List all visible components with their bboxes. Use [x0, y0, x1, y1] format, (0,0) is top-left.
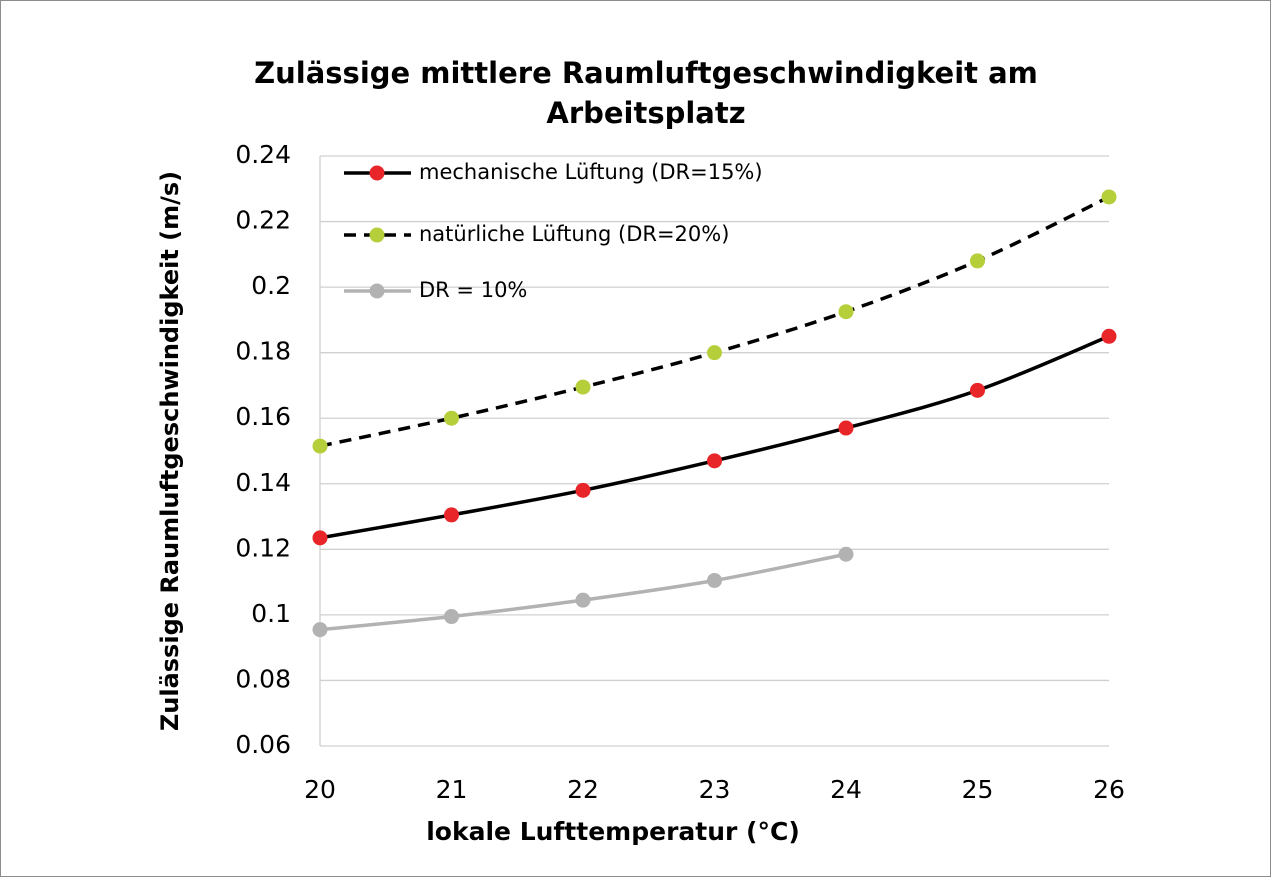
x-tick-label: 25 [962, 775, 994, 804]
data-point [444, 609, 459, 625]
data-point [1101, 328, 1117, 344]
legend-marker [369, 165, 385, 181]
x-tick-label: 20 [304, 775, 336, 804]
y-tick-label: 0.24 [235, 140, 291, 169]
data-point [707, 572, 722, 588]
x-tick-label: 22 [567, 775, 599, 804]
legend-marker [369, 227, 385, 243]
data-point [312, 438, 328, 454]
x-tick-label: 26 [1093, 775, 1125, 804]
data-point [970, 253, 985, 269]
data-point [575, 592, 591, 608]
data-point [575, 482, 591, 498]
data-point [970, 382, 985, 398]
legend-label: natürliche Lüftung (DR=20%) [419, 222, 729, 246]
y-tick-label: 0.1 [251, 599, 291, 628]
x-tick-label: 23 [699, 775, 731, 804]
y-tick-label: 0.14 [235, 468, 291, 497]
data-point [707, 453, 722, 469]
legend-label: mechanische Lüftung (DR=15%) [419, 160, 763, 184]
data-point [707, 345, 722, 361]
chart-title: Zulässige mittlere Raumluftgeschwindigke… [254, 56, 1038, 130]
y-tick-label: 0.08 [235, 664, 291, 693]
data-point [575, 379, 591, 395]
data-point [1101, 189, 1117, 205]
data-point [312, 530, 328, 546]
data-point [838, 304, 854, 320]
series-line [319, 552, 847, 632]
legend-marker [369, 283, 385, 299]
y-tick-label: 0.06 [235, 730, 291, 759]
data-point [444, 410, 459, 426]
y-tick-label: 0.22 [235, 206, 291, 235]
y-tick-label: 0.18 [235, 337, 291, 366]
data-point [838, 420, 854, 436]
x-tick-label: 24 [830, 775, 862, 804]
legend-label: DR = 10% [419, 278, 527, 302]
data-point [312, 622, 328, 638]
x-axis-label: lokale Lufttemperatur (°C) [426, 817, 800, 846]
data-point [838, 546, 854, 562]
x-tick-label: 21 [436, 775, 468, 804]
y-tick-label: 0.2 [251, 271, 291, 300]
y-axis-label: Zulässige Raumluftgeschwindigkeit (m/s) [156, 171, 184, 731]
series-line [319, 334, 1110, 540]
data-point [444, 507, 459, 523]
y-tick-label: 0.16 [235, 402, 291, 431]
y-tick-label: 0.12 [235, 533, 291, 562]
